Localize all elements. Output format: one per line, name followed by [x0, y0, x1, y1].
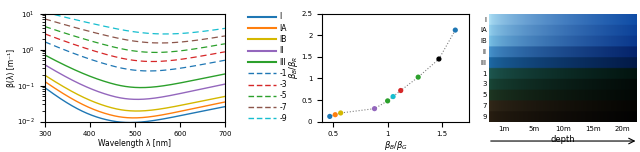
Text: -9: -9: [279, 114, 287, 123]
Point: [450, 29, 460, 31]
Point: [396, 89, 406, 92]
Text: -7: -7: [279, 103, 287, 112]
Text: III: III: [279, 57, 286, 67]
X-axis label: depth: depth: [551, 135, 575, 144]
Y-axis label: $\beta_B/\beta_R$: $\beta_B/\beta_R$: [287, 56, 300, 79]
Point: [330, 114, 340, 116]
Point: [413, 76, 423, 78]
Point: [434, 58, 444, 60]
Text: I: I: [279, 12, 282, 21]
Text: IA: IA: [279, 24, 287, 33]
X-axis label: Wavelength λ [nm]: Wavelength λ [nm]: [99, 139, 172, 148]
Point: [369, 107, 380, 110]
Text: -1: -1: [279, 69, 287, 78]
Point: [383, 100, 393, 102]
Y-axis label: β(λ) [m⁻¹]: β(λ) [m⁻¹]: [7, 49, 16, 87]
Text: II: II: [279, 46, 284, 55]
Point: [324, 115, 335, 118]
Text: IB: IB: [279, 35, 287, 44]
X-axis label: $\beta_B/\beta_G$: $\beta_B/\beta_G$: [384, 139, 408, 152]
Point: [388, 95, 398, 98]
Point: [335, 112, 346, 114]
Text: -5: -5: [279, 91, 287, 100]
Text: -3: -3: [279, 80, 287, 89]
